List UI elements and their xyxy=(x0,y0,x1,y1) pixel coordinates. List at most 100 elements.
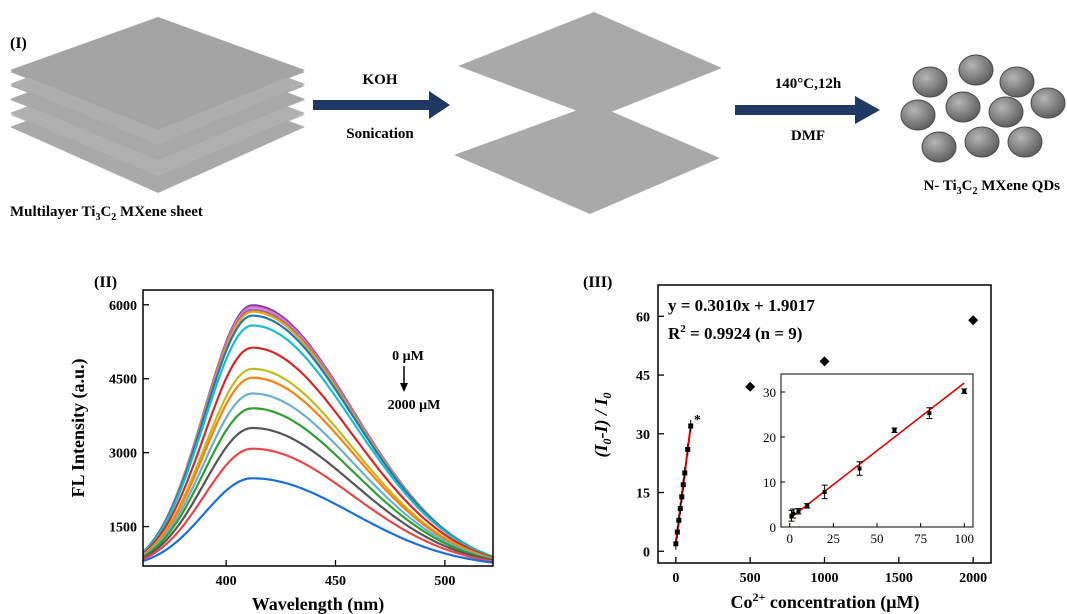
data-point xyxy=(685,446,691,452)
fl-curve xyxy=(143,447,493,563)
panel-iii-xlabel: Co2+ concentration (μM) xyxy=(730,590,919,613)
inset-data-point xyxy=(927,411,932,416)
panel-ii-label: (II) xyxy=(94,274,117,291)
inset-data-point xyxy=(962,389,967,394)
quantum-dots-icon xyxy=(900,54,1066,163)
fl-curve xyxy=(143,308,493,559)
data-point xyxy=(682,470,688,476)
inset-x-tick-label: 0 xyxy=(786,531,793,546)
inset-chart: 0 25 50 75 100 0 10 20 30 xyxy=(763,373,974,546)
step1-bottom: Sonication xyxy=(346,126,414,142)
data-point xyxy=(968,315,979,326)
x-tick-label: 500 xyxy=(740,571,761,586)
fl-curve xyxy=(143,477,493,564)
inset-data-point xyxy=(892,428,897,433)
inset-fit-line-segment xyxy=(789,382,965,520)
panel-iii-points: * xyxy=(673,315,979,550)
data-point xyxy=(679,494,685,500)
qd-caption: N- Ti3C2 MXene QDs xyxy=(923,178,1060,197)
inset-points xyxy=(788,388,968,522)
inset-y-tick-label: 10 xyxy=(763,475,776,490)
arrow-2-icon xyxy=(735,96,880,124)
y-tick-label: 0 xyxy=(643,545,650,560)
inset-y-tick-label: 30 xyxy=(763,385,776,400)
inset-y-tick-label: 0 xyxy=(770,520,777,535)
data-point xyxy=(819,356,830,367)
inset-data-point xyxy=(789,513,794,518)
fl-curve xyxy=(143,376,493,560)
fl-curve xyxy=(143,346,493,559)
conc-end-label: 2000 μM xyxy=(388,398,441,413)
panel-ii-ylabel: FL Intensity (a.u.) xyxy=(68,358,89,497)
data-point xyxy=(680,482,686,488)
inset-data-point xyxy=(857,466,862,471)
x-tick-label: 450 xyxy=(325,574,346,589)
inset-x-tick-label: 75 xyxy=(914,531,927,546)
panel-ii-xlabel: Wavelength (nm) xyxy=(252,594,385,614)
fl-curve xyxy=(143,407,493,561)
fl-curve xyxy=(143,367,493,560)
down-arrow-icon xyxy=(400,366,408,392)
panel-iii-label: (III) xyxy=(583,274,612,291)
panel-ii-axes: 400 450 500 1500 3000 4500 6000 xyxy=(109,299,455,589)
y-tick-label: 4500 xyxy=(109,373,137,388)
fit-equation: y = 0.3010x + 1.9017 xyxy=(668,296,815,315)
y-tick-label: 3000 xyxy=(109,447,137,462)
panel-ii: 400 450 500 1500 3000 4500 6000 (II) Wavelengt… xyxy=(68,274,494,614)
fl-curve xyxy=(143,426,493,562)
arrow-1-icon xyxy=(313,91,450,119)
fl-curve xyxy=(143,314,493,558)
sheet-bottom-icon xyxy=(454,104,720,214)
data-point xyxy=(677,506,683,512)
sheet-top-icon xyxy=(458,12,722,118)
inset-axes: 0 25 50 75 100 0 10 20 30 xyxy=(763,385,974,546)
inset-x-tick-label: 100 xyxy=(955,531,975,546)
x-tick-label: 1000 xyxy=(811,571,839,586)
fl-curve xyxy=(143,310,493,558)
inset-data-point xyxy=(791,511,796,516)
data-point xyxy=(674,529,680,535)
fl-spectra xyxy=(143,304,493,564)
data-point xyxy=(745,381,756,392)
multilayer-caption: Multilayer Ti3C2 MXene sheet xyxy=(10,204,203,223)
multilayer-stack-icon xyxy=(10,17,305,193)
fit-r2: R2 = 0.9924 (n = 9) xyxy=(668,323,802,343)
x-tick-label: 0 xyxy=(672,571,679,586)
step2-top: 140°C,12h xyxy=(775,76,842,92)
inset-data-point xyxy=(805,503,810,508)
inset-y-tick-label: 20 xyxy=(763,430,776,445)
panel-i: (I) Multilayer Ti3C2 MXene sheet KOH Son… xyxy=(10,12,1066,223)
asterisk-marker: * xyxy=(694,413,701,428)
y-tick-label: 45 xyxy=(636,369,650,384)
fl-curve xyxy=(143,324,493,558)
y-tick-label: 30 xyxy=(636,428,650,443)
panel-iii-ylabel: (I0-I) / I0 xyxy=(591,393,614,458)
inset-data-point xyxy=(796,509,801,514)
data-point xyxy=(673,541,679,547)
inset-fit-line xyxy=(789,382,965,520)
conc-start-label: 0 μM xyxy=(392,349,424,364)
y-tick-label: 6000 xyxy=(109,299,137,314)
y-tick-label: 60 xyxy=(636,310,650,325)
y-tick-label: 1500 xyxy=(109,521,137,536)
data-point xyxy=(676,517,682,523)
data-point xyxy=(688,423,694,429)
inset-data-point xyxy=(822,489,827,494)
x-tick-label: 1500 xyxy=(885,571,913,586)
fl-curve xyxy=(143,304,493,559)
x-tick-label: 2000 xyxy=(959,571,987,586)
x-tick-label: 500 xyxy=(434,574,455,589)
panel-i-label: (I) xyxy=(10,35,27,52)
step1-top: KOH xyxy=(362,72,397,88)
x-tick-label: 400 xyxy=(216,574,237,589)
panel-ii-frame xyxy=(142,289,494,567)
step2-bottom: DMF xyxy=(791,128,825,144)
y-tick-label: 15 xyxy=(636,487,650,502)
inset-x-tick-label: 50 xyxy=(871,531,884,546)
fl-curve xyxy=(143,306,493,559)
inset-x-tick-label: 25 xyxy=(827,531,840,546)
fl-curve xyxy=(143,392,493,561)
